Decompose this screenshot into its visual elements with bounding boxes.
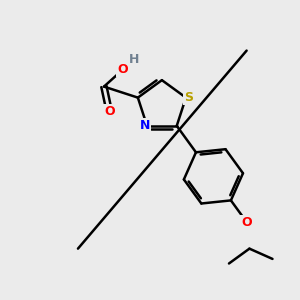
Text: O: O (117, 63, 128, 76)
Text: N: N (140, 119, 150, 132)
Text: O: O (104, 105, 115, 118)
Text: H: H (129, 53, 139, 66)
Text: O: O (241, 215, 252, 229)
Text: S: S (184, 91, 193, 104)
